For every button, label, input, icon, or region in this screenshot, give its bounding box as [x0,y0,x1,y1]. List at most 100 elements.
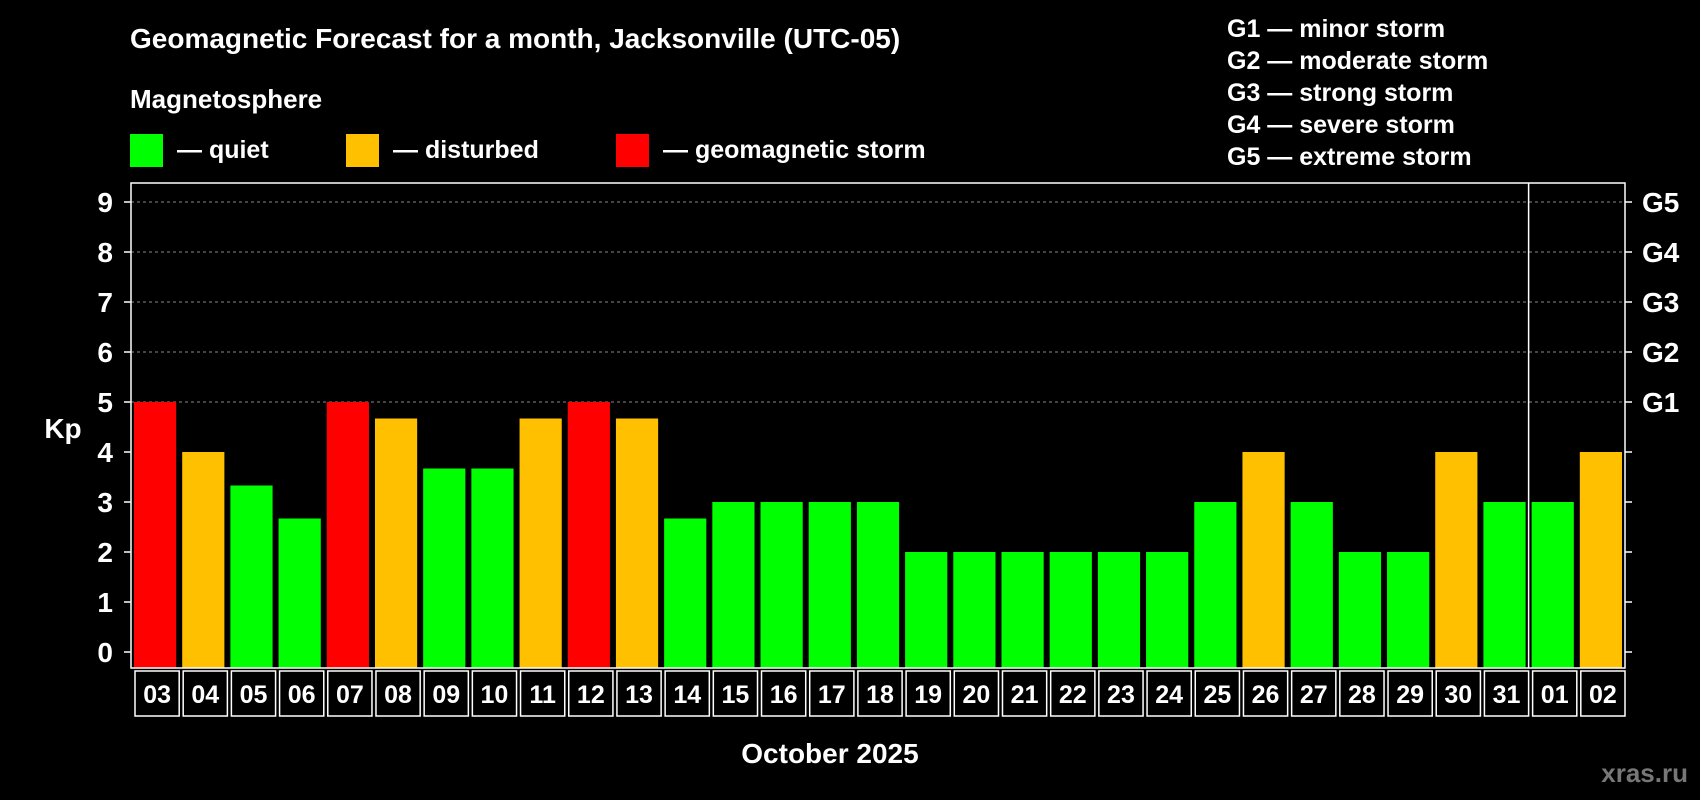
legend-swatch-disturbed [346,134,379,167]
y-tick-label-5: 5 [97,387,113,418]
x-tick-label-13: 13 [625,681,653,709]
x-tick-label-06: 06 [288,681,316,709]
x-tick-label-25: 25 [1203,681,1231,709]
legend-label-quiet: — quiet [177,136,269,164]
bar-19 [905,552,948,668]
x-tick-label-04: 04 [191,681,219,709]
legend-swatch-storm [616,134,649,167]
bar-09 [423,468,466,668]
x-tick-label-09: 09 [432,681,460,709]
y-tick-label-2: 2 [97,537,113,568]
x-tick-box-28 [1339,670,1385,717]
x-tick-label-11: 11 [529,681,556,709]
y-tick-label-1: 1 [97,587,113,618]
x-tick-label-21: 21 [1011,681,1039,709]
x-tick-box-30 [1435,670,1482,717]
x-tick-label-18: 18 [866,681,894,709]
legend-heading: Magnetosphere [130,84,322,114]
bar-02 [1579,452,1622,668]
x-tick-label-12: 12 [577,681,605,709]
bar-14 [664,518,707,668]
y-tick-label-4: 4 [97,437,113,468]
bar-12 [567,402,610,668]
x-tick-label-20: 20 [962,681,990,709]
x-axis: 03 04 05 06 07 08 09 10 11 12 13 14 15 16 17 18 19 20 21 22… [134,670,1626,717]
x-tick-box-11 [519,670,566,717]
x-tick-label-26: 26 [1252,681,1280,709]
x-tick-box-08 [375,670,421,717]
x-tick-box-17 [808,670,855,717]
x-tick-label-27: 27 [1300,681,1328,709]
g-scale-g1: G1 — minor storm [1227,15,1445,43]
bar-06 [278,518,321,668]
x-tick-label-14: 14 [673,681,701,709]
g-scale-legend: G1 — minor storm G2 — moderate storm G3 … [1227,15,1488,171]
y-axis-label: Kp [44,413,81,444]
x-tick-box-21 [1001,670,1048,717]
x-tick-label-03: 03 [143,681,171,709]
bar-21 [1001,552,1044,668]
y-tick-label-0: 0 [97,637,113,668]
y-tick-label-6: 6 [97,337,113,368]
x-tick-label-19: 19 [914,681,942,709]
legend-label-disturbed: — disturbed [393,136,539,164]
x-tick-box-04 [182,670,229,717]
g-scale-g3: G3 — strong storm [1227,79,1453,107]
g-scale-g2: G2 — moderate storm [1227,47,1488,75]
x-tick-box-24 [1146,670,1193,717]
y-tick-label-7: 7 [97,287,113,318]
x-tick-label-16: 16 [770,681,798,709]
bar-16 [760,502,803,668]
x-tick-box-05 [230,670,277,717]
x-tick-box-27 [1290,670,1337,717]
g-level-label-G5: G5 [1642,187,1679,218]
x-tick-box-19 [905,670,952,717]
x-tick-label-28: 28 [1348,681,1376,709]
bar-08 [374,418,418,668]
x-tick-box-18 [857,670,903,717]
x-tick-box-29 [1387,670,1433,717]
x-tick-box-06 [278,670,325,717]
x-tick-box-13 [616,670,662,717]
x-tick-box-02 [1580,670,1626,717]
x-tick-box-07 [327,670,373,717]
g-scale-g5: G5 — extreme storm [1227,143,1472,171]
watermark: xras.ru [1601,758,1688,788]
bar-10 [471,468,514,668]
x-tick-box-22 [1049,670,1096,717]
x-tick-label-30: 30 [1444,681,1472,709]
x-tick-label-23: 23 [1107,681,1135,709]
chart-title: Geomagnetic Forecast for a month, Jackso… [130,23,900,54]
bar-24 [1146,552,1189,668]
bar-31 [1483,502,1526,668]
y-tick-label-8: 8 [97,237,113,268]
bar-22 [1049,552,1092,668]
bar-13 [615,418,659,668]
x-tick-box-23 [1098,670,1144,717]
x-tick-box-03 [134,670,180,717]
x-tick-label-29: 29 [1396,681,1424,709]
bar-25 [1194,502,1237,668]
bar-03 [134,402,177,668]
legend: — quiet — disturbed — geomagnetic storm [130,134,926,167]
bar-05 [230,485,273,668]
bar-30 [1435,452,1478,668]
x-tick-label-02: 02 [1589,681,1617,709]
x-tick-box-31 [1483,670,1530,717]
bar-17 [808,502,851,668]
x-tick-label-31: 31 [1493,681,1521,709]
x-tick-label-05: 05 [240,681,268,709]
g-level-label-G3: G3 [1642,287,1679,318]
x-tick-box-26 [1242,670,1289,717]
legend-swatch-quiet [130,134,163,167]
x-tick-label-01: 01 [1541,681,1569,709]
x-tick-box-25 [1194,670,1241,717]
x-axis-label: October 2025 [741,738,918,769]
bar-27 [1290,502,1333,668]
g-level-label-G2: G2 [1642,337,1679,368]
x-tick-box-14 [664,670,711,717]
y-tick-label-3: 3 [97,487,113,518]
bar-15 [712,502,755,668]
x-tick-box-16 [760,670,807,717]
bar-23 [1097,552,1141,668]
